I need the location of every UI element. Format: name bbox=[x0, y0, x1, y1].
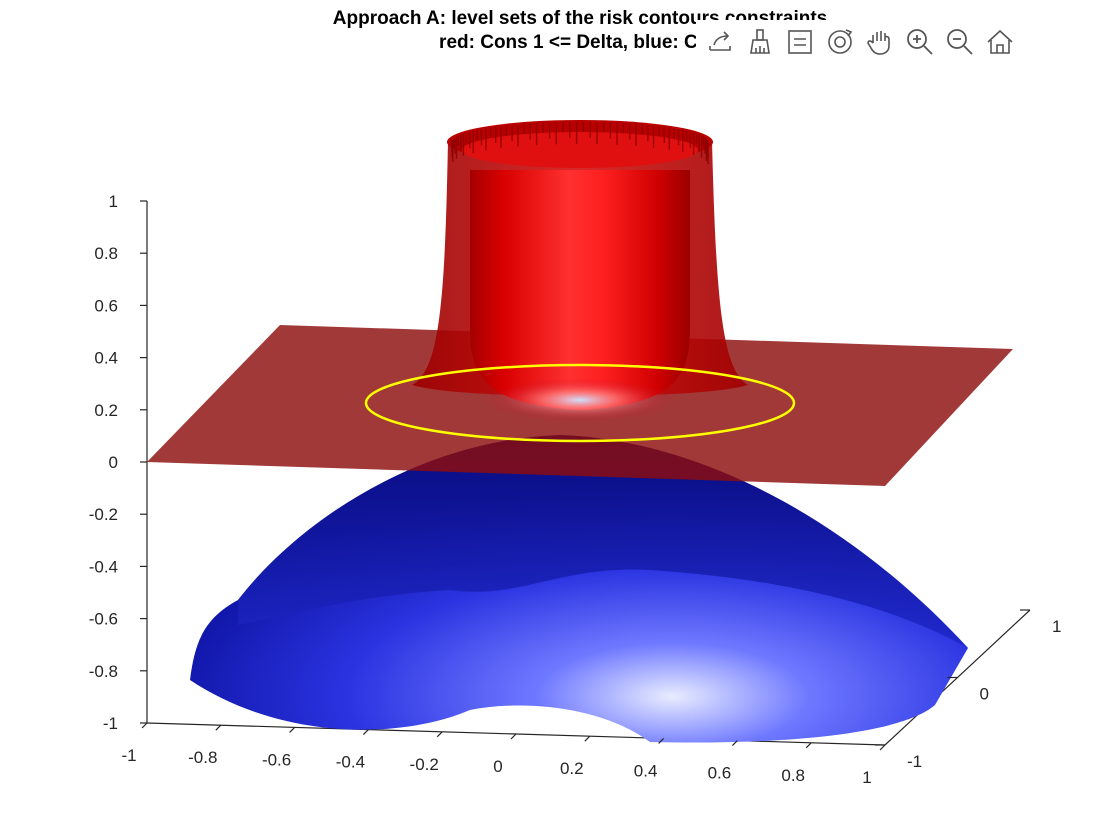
x-tick-label: 0.6 bbox=[708, 764, 732, 783]
z-tick-label: 0 bbox=[109, 453, 118, 472]
y-tick-label: 0 bbox=[980, 685, 989, 704]
x-tick-mark bbox=[141, 722, 148, 729]
red-cylinder-inner bbox=[462, 132, 698, 168]
x-tick-mark bbox=[658, 737, 665, 744]
blue-dome-back-shading bbox=[238, 435, 968, 648]
cylinder-base-glow bbox=[485, 378, 675, 422]
brush-icon bbox=[750, 29, 770, 54]
rotate3d-button[interactable] bbox=[820, 22, 860, 62]
y-axis-ticks: -1 0 1 bbox=[875, 609, 1061, 771]
x-tick-mark bbox=[584, 735, 591, 742]
z-tick-label: -0.6 bbox=[89, 610, 118, 629]
rotate3d-icon bbox=[828, 29, 853, 54]
x-tick-mark bbox=[510, 733, 517, 740]
z-tick-label: 0.8 bbox=[94, 244, 118, 263]
pan-hand-icon bbox=[867, 31, 890, 55]
x-tick-mark bbox=[731, 740, 738, 747]
x-tick-label: 1 bbox=[862, 768, 871, 787]
x-tick-label: 0.4 bbox=[634, 761, 658, 780]
x-tick-mark bbox=[362, 729, 369, 736]
datatip-icon bbox=[788, 30, 812, 54]
datatip-button[interactable] bbox=[780, 22, 820, 62]
yellow-contour-circle bbox=[364, 363, 796, 443]
red-cylinder-surface bbox=[470, 170, 690, 410]
x-tick-mark bbox=[215, 724, 222, 731]
x-tick-label: -0.6 bbox=[262, 750, 291, 769]
chart-title-line-2: red: Cons 1 <= Delta, blue: Con bbox=[439, 32, 721, 53]
zoom-in-button[interactable] bbox=[900, 22, 940, 62]
export-button[interactable] bbox=[700, 22, 740, 62]
restore-view-button[interactable] bbox=[980, 22, 1020, 62]
z-tick-label: 0.2 bbox=[94, 401, 118, 420]
z-tick-label: 0.4 bbox=[94, 349, 118, 368]
surface-group bbox=[147, 120, 1013, 743]
y-tick-label: 1 bbox=[1052, 617, 1061, 636]
x-tick-label: -0.2 bbox=[410, 755, 439, 774]
zoom-out-button[interactable] bbox=[940, 22, 980, 62]
z-tick-label: 1 bbox=[109, 192, 118, 211]
x-tick-label: 0.8 bbox=[781, 766, 805, 785]
pan-button[interactable] bbox=[860, 22, 900, 62]
x-tick-mark bbox=[289, 726, 296, 733]
export-icon bbox=[709, 31, 731, 51]
home-icon bbox=[987, 29, 1013, 54]
x-tick-mark bbox=[436, 731, 443, 738]
x-tick-label: -1 bbox=[121, 746, 136, 765]
y-tick-label: -1 bbox=[907, 752, 922, 771]
z-tick-label: -0.2 bbox=[89, 505, 118, 524]
zoom-in-icon bbox=[907, 29, 933, 55]
z-tick-label: -0.4 bbox=[89, 557, 118, 576]
x-tick-mark bbox=[879, 744, 886, 751]
brush-button[interactable] bbox=[740, 22, 780, 62]
x-tick-label: 0.2 bbox=[560, 759, 584, 778]
x-tick-label: 0 bbox=[493, 757, 502, 776]
zoom-out-icon bbox=[947, 29, 973, 55]
x-tick-mark bbox=[805, 742, 812, 749]
z-axis-ticks: -1 -0.8 -0.6 -0.4 -0.2 0 0.2 0.4 0.6 0.8 1 bbox=[89, 192, 147, 733]
x-tick-label: -0.8 bbox=[188, 748, 217, 767]
z-tick-label: -0.8 bbox=[89, 662, 118, 681]
z-tick-label: -1 bbox=[103, 714, 118, 733]
axes-toolbar bbox=[696, 20, 1020, 64]
rim-spikes bbox=[451, 122, 709, 164]
z-tick-label: 0.6 bbox=[94, 296, 118, 315]
x-axis-ticks: -1 -0.8 -0.6 -0.4 -0.2 0 0.2 0.4 0.6 0.8 1 bbox=[121, 722, 886, 787]
x-tick-label: -0.4 bbox=[336, 753, 365, 772]
